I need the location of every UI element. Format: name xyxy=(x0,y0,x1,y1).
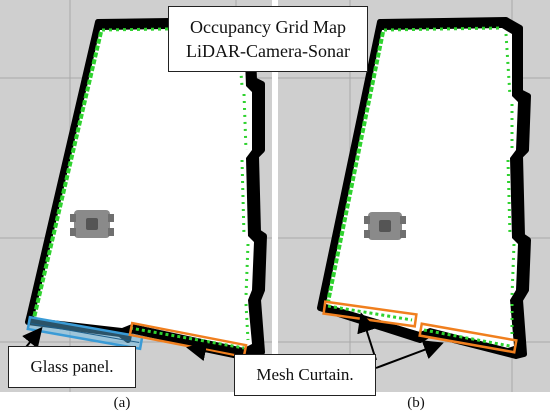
mesh-curtain-arrow-b1 xyxy=(357,312,377,361)
panel-b-lidar-top-wall xyxy=(383,26,501,32)
panel-a-label: (a) xyxy=(113,395,131,411)
mesh-curtain-arrow-b2 xyxy=(375,340,444,369)
robot-icon xyxy=(70,210,114,238)
mesh-curtain-label: Mesh Curtain. xyxy=(256,365,354,384)
mesh-curtain-highlight-b-right xyxy=(418,322,518,354)
panel-a-free-space xyxy=(34,28,254,348)
panel-b-label: (b) xyxy=(407,395,425,411)
glass-panel-highlight xyxy=(26,315,144,351)
figure-title-box: Occupancy Grid Map LiDAR-Camera-Sonar xyxy=(168,6,368,72)
panel-b-map xyxy=(317,17,531,359)
glass-panel-callout: Glass panel. xyxy=(8,346,136,388)
robot-icon xyxy=(364,212,406,240)
panel-a-lidar-bottom-wall xyxy=(129,326,245,350)
panel-b-free-space xyxy=(326,28,518,348)
panel-a-lidar-right-wall xyxy=(236,33,250,341)
panel-b-lidar-left-wall xyxy=(326,31,385,303)
mesh-curtain-callout: Mesh Curtain. xyxy=(234,354,376,396)
panel-b-lidar-right-wall xyxy=(504,33,516,340)
glass-panel-label: Glass panel. xyxy=(30,357,114,376)
title-line-2: LiDAR-Camera-Sonar xyxy=(186,41,350,61)
panel-a-map xyxy=(25,17,267,359)
title-line-1: Occupancy Grid Map xyxy=(190,17,346,37)
